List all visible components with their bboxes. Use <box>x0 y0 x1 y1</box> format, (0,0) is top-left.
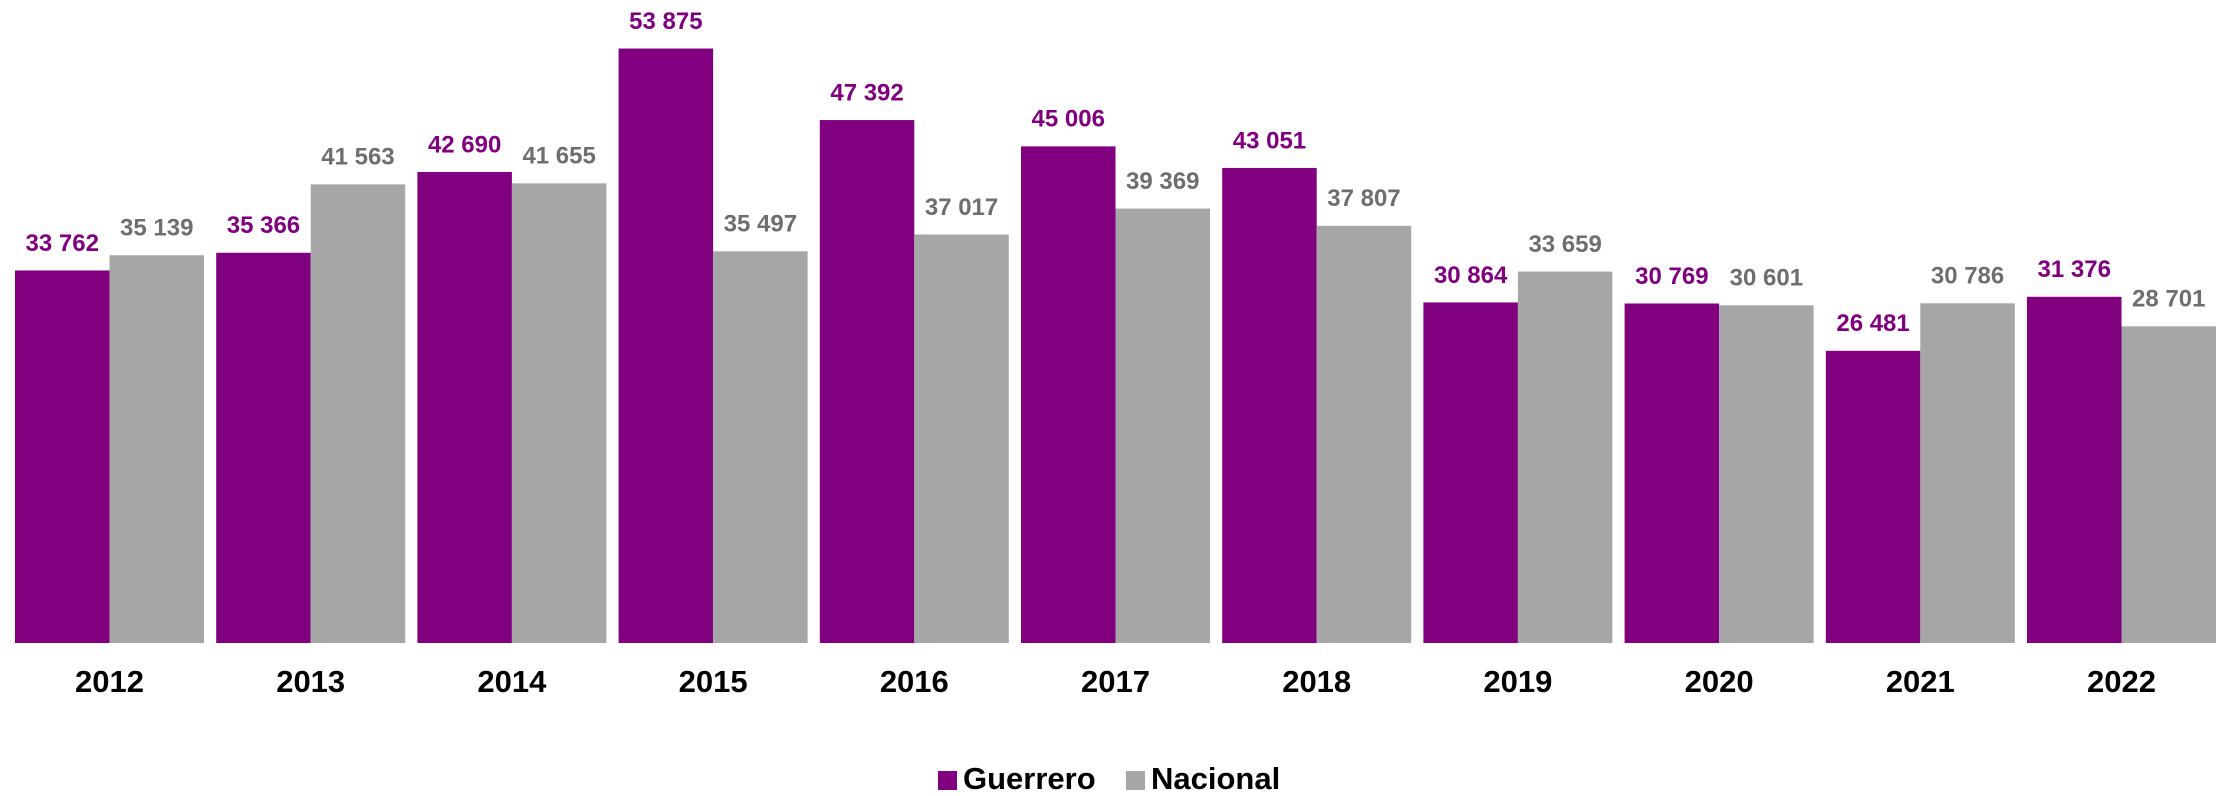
bar <box>1423 302 1518 643</box>
value-label: 45 006 <box>1032 106 1105 133</box>
bar <box>1719 305 1814 643</box>
x-tick-label: 2018 <box>1282 664 1351 699</box>
bar <box>216 252 311 643</box>
x-tick-label: 2014 <box>477 664 547 699</box>
value-label: 41 655 <box>522 143 595 170</box>
value-label: 28 701 <box>2132 286 2205 313</box>
x-tick-label: 2019 <box>1483 664 1552 699</box>
value-label: 35 366 <box>227 212 300 239</box>
value-label: 31 376 <box>2038 256 2111 283</box>
value-label: 30 769 <box>1635 263 1708 290</box>
value-label: 33 762 <box>26 230 99 257</box>
legend-swatch <box>1126 771 1145 790</box>
value-label: 47 392 <box>830 79 903 106</box>
legend-swatch <box>938 771 957 790</box>
bar <box>2121 326 2216 643</box>
value-label: 26 481 <box>1836 310 1909 337</box>
x-tick-label: 2021 <box>1886 664 1955 699</box>
value-label: 30 601 <box>1730 265 1803 292</box>
value-label: 37 807 <box>1327 185 1400 212</box>
value-label: 53 875 <box>629 8 702 35</box>
x-tick-label: 2022 <box>2087 664 2156 699</box>
value-label: 42 690 <box>428 131 501 158</box>
bar <box>1021 146 1116 643</box>
x-tick-label: 2015 <box>679 664 748 699</box>
x-tick-label: 2020 <box>1685 664 1754 699</box>
value-label: 30 864 <box>1434 262 1508 289</box>
bar <box>1115 208 1210 644</box>
bar <box>1825 350 1921 643</box>
value-label: 35 139 <box>120 215 193 242</box>
bar <box>511 183 607 643</box>
x-tick-label: 2013 <box>276 664 345 699</box>
bar <box>1920 303 2015 643</box>
x-tick-label: 2017 <box>1081 664 1150 699</box>
value-label: 30 786 <box>1931 263 2004 290</box>
value-label: 41 563 <box>321 144 394 171</box>
x-tick-label: 2012 <box>75 664 144 699</box>
bar <box>618 48 714 644</box>
value-label: 39 369 <box>1126 168 1199 195</box>
x-tick-label: 2016 <box>880 664 949 699</box>
value-label: 43 051 <box>1233 127 1306 154</box>
bar <box>1624 303 1720 643</box>
bar <box>1316 225 1412 643</box>
bar <box>109 255 204 643</box>
value-label: 33 659 <box>1528 231 1601 258</box>
bar <box>1517 271 1613 643</box>
bar <box>310 184 406 644</box>
bar <box>1222 167 1317 644</box>
legend-label: Guerrero <box>963 761 1096 796</box>
bar <box>15 270 110 643</box>
bar <box>819 120 915 644</box>
value-label: 35 497 <box>724 211 797 238</box>
value-label: 37 017 <box>925 194 998 221</box>
bar <box>713 251 808 643</box>
bar <box>914 234 1009 643</box>
bar <box>2027 296 2122 643</box>
legend-label: Nacional <box>1151 761 1280 796</box>
bar <box>417 171 512 643</box>
